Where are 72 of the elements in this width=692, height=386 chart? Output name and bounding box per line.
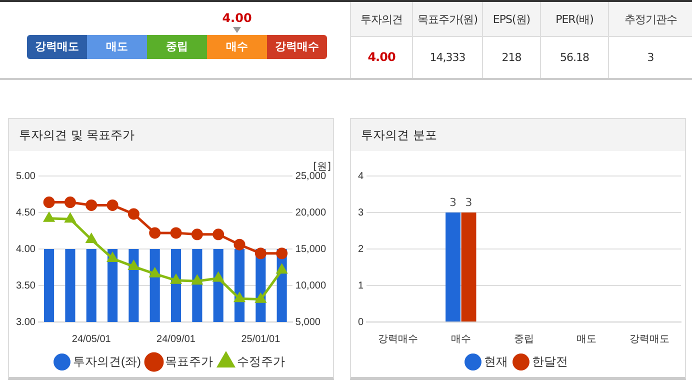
point [254, 248, 266, 260]
point [65, 213, 76, 223]
x-tick-label: 중립 [514, 334, 534, 345]
y-tick-label: 2 [358, 244, 364, 255]
point [86, 199, 98, 211]
point [150, 268, 160, 278]
category-label: 매도 [87, 35, 147, 59]
y-tick-label: 4.50 [16, 207, 36, 218]
point [149, 227, 161, 239]
text: 3 [608, 37, 692, 78]
text: EPS(원) [482, 2, 540, 37]
point [86, 234, 97, 244]
x-tick-label: 매수 [450, 334, 471, 345]
category-label: 강력매도 [27, 35, 87, 59]
y2-tick-label: 20,000 [295, 207, 326, 218]
point [128, 260, 139, 270]
x-tick-label: 강력매수 [378, 334, 418, 345]
legend-label: 투자의견(좌) [73, 354, 142, 368]
point [276, 264, 287, 274]
x-tick-label: 강력매도 [630, 334, 670, 345]
data-label: 3 [465, 196, 472, 209]
y-tick-label: 1 [358, 280, 364, 292]
point [170, 227, 182, 239]
text: PER(배) [540, 2, 608, 37]
y-tick-label: 3.00 [16, 316, 36, 328]
y2-tick-label: 5,000 [295, 316, 321, 328]
text: 목표주가(원) [412, 2, 482, 37]
point [170, 274, 182, 284]
x-tick-label: 25/01/01 [241, 334, 281, 345]
y2-tick-label: 15,000 [295, 244, 326, 255]
data-label: 3 [450, 196, 457, 209]
y2-tick-label: 10,000 [295, 280, 326, 292]
y-tick-label: 3.50 [16, 280, 36, 292]
x-tick-label: 24/05/01 [72, 334, 112, 345]
text: 투자의견 [350, 2, 412, 37]
y-tick-label: 3 [358, 207, 364, 218]
chart-title: 투자의견 분포 [351, 119, 685, 151]
point [107, 252, 118, 262]
point [128, 208, 140, 220]
point [212, 228, 224, 240]
y2-axis-title: [원] [313, 162, 332, 173]
text: 14,333 [412, 37, 482, 78]
point [191, 228, 203, 240]
point [256, 294, 266, 303]
y2-tick-label: 25,000 [295, 170, 326, 182]
legend-label: 현재 [484, 354, 508, 368]
legend-label: 수정주가 [236, 354, 285, 368]
category-label: 매수 [207, 35, 267, 59]
y-tick-label: 4 [358, 170, 364, 182]
point [192, 275, 202, 285]
point [234, 292, 245, 302]
legend-label: 목표주가 [164, 354, 213, 368]
category-label: 강력매수 [267, 35, 327, 59]
x-tick-label: 매도 [576, 334, 597, 345]
text: 56.18 [540, 37, 608, 78]
x-tick-label: 24/09/01 [156, 334, 196, 345]
text: 218 [482, 37, 540, 78]
point [43, 196, 55, 208]
point [276, 248, 288, 260]
point [44, 212, 54, 222]
y-tick-label: 5.00 [16, 170, 36, 182]
point [64, 196, 76, 208]
category-label: 중립 [147, 35, 207, 59]
point [213, 272, 224, 282]
y-tick-label: 4.00 [16, 244, 36, 255]
point [106, 199, 118, 211]
chart-title: 투자의견 및 목표주가 [9, 119, 333, 151]
text: 4.00 [221, 11, 253, 25]
point [234, 238, 246, 250]
y-tick-label: 0 [358, 316, 364, 328]
legend-label: 한달전 [532, 354, 568, 368]
text: 추정기관수 [608, 2, 692, 37]
